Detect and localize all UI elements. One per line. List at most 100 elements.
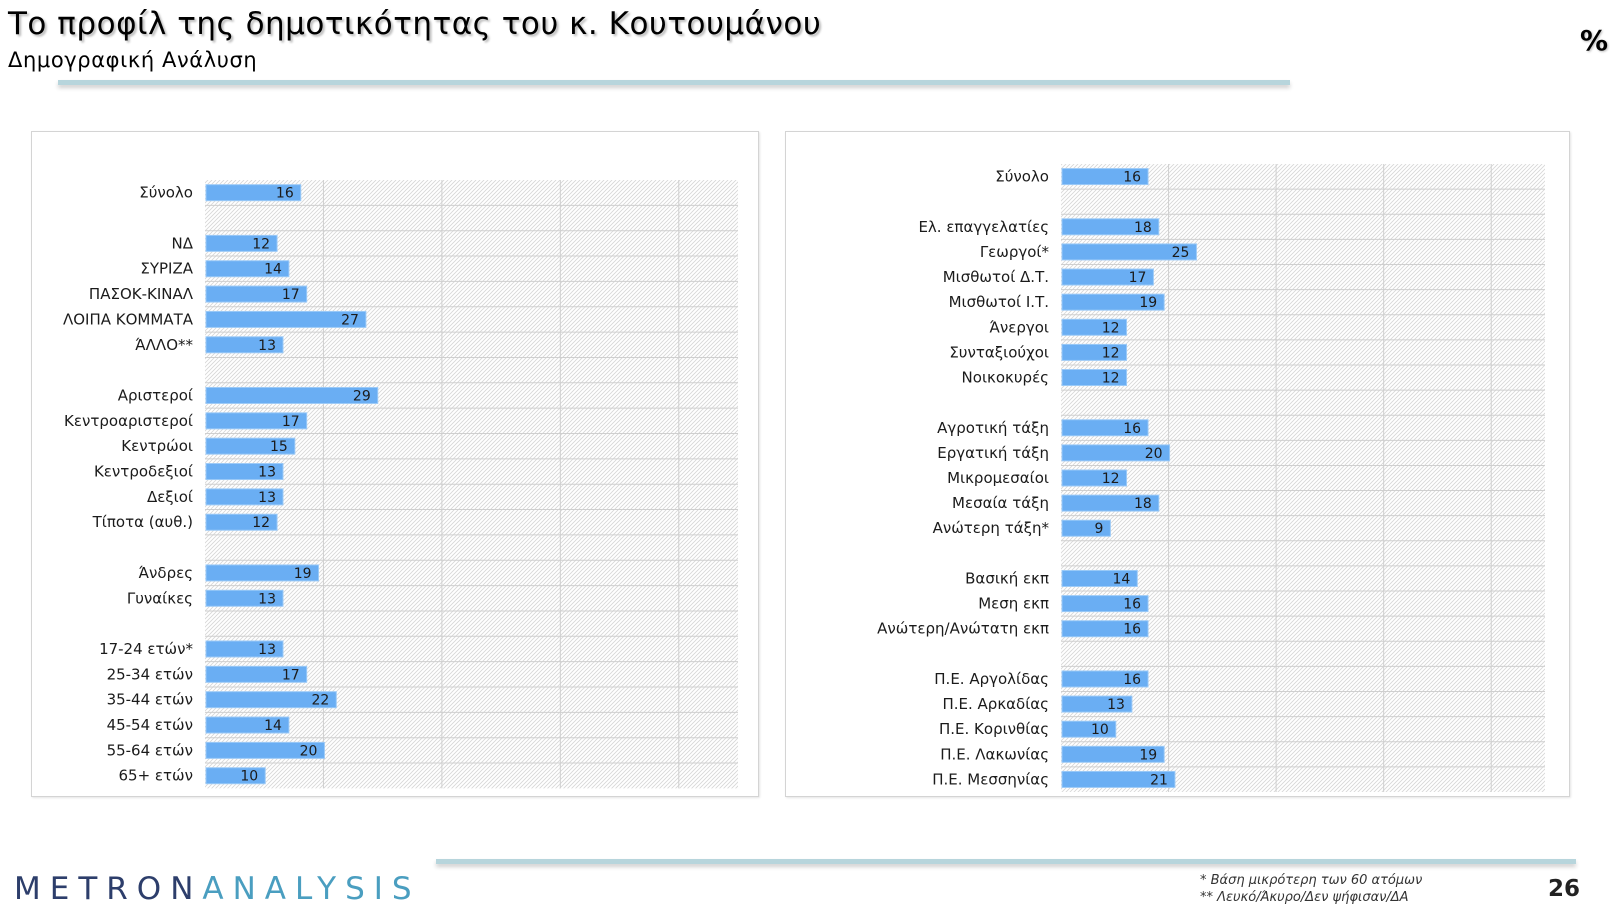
left-value-label: 27 (341, 312, 359, 328)
right-bar (1061, 243, 1197, 261)
right-value-label: 10 (1091, 722, 1109, 738)
right-value-label: 16 (1123, 672, 1141, 688)
left-category-label: Άνδρες (139, 564, 193, 582)
left-bar (205, 285, 308, 303)
left-value-label: 13 (258, 591, 276, 607)
left-bar (205, 665, 308, 683)
left-category-label: Κεντροαριστεροί (64, 412, 193, 430)
right-value-label: 16 (1123, 421, 1141, 437)
left-bar (205, 437, 296, 455)
left-bar (205, 589, 284, 607)
page-title: Το προφίλ της δημοτικότητας του κ. Κουτο… (8, 6, 822, 42)
footnote-blank-invalid: ** Λευκό/Άκυρο/Δεν ψήφισαν/ΔΑ (1200, 890, 1409, 905)
right-category-label: Μεση εκπ (978, 595, 1049, 613)
left-category-label: Κεντροδεξιοί (94, 463, 193, 481)
left-value-label: 22 (311, 693, 329, 709)
right-bar (1061, 369, 1128, 387)
right-category-label: Γεωργοί* (980, 243, 1050, 261)
right-value-label: 25 (1172, 245, 1190, 261)
right-category-label: Μισθωτοί Δ.Τ. (943, 268, 1049, 286)
right-category-label: Αγροτική τάξη (937, 419, 1049, 437)
right-value-label: 19 (1139, 295, 1157, 311)
right-category-label: Π.Ε. Μεσσηνίας (932, 770, 1049, 788)
right-value-label: 14 (1112, 571, 1130, 587)
chart-panel-right: Σύνολο 16 Ελ. επαγγελατίες 18 Γεωργοί* 25 Μισθ… (785, 131, 1570, 797)
left-category-label: 25-34 ετών (107, 665, 193, 683)
left-category-label: 65+ ετών (118, 767, 193, 785)
left-bar (205, 310, 367, 328)
right-bar (1061, 318, 1128, 336)
footer-divider (436, 859, 1576, 864)
left-bar (205, 513, 278, 531)
right-bar (1061, 670, 1149, 688)
left-bar (205, 767, 266, 785)
right-bar (1061, 494, 1160, 512)
left-bar (205, 386, 379, 404)
left-value-label: 29 (353, 388, 371, 404)
footnotes: * Βάση μικρότερη των 60 ατόμων ** Λευκό/… (1200, 872, 1422, 906)
right-value-label: 12 (1102, 345, 1120, 361)
right-bar (1061, 419, 1149, 437)
right-bar (1061, 569, 1138, 587)
right-bar (1061, 595, 1149, 613)
right-bar (1061, 293, 1165, 311)
left-bar (205, 260, 290, 278)
right-category-label: Ανώτερη τάξη* (933, 519, 1050, 537)
right-bar (1061, 770, 1176, 788)
right-value-label: 16 (1123, 170, 1141, 186)
left-category-label: Κεντρώοι (121, 437, 193, 455)
right-category-label: Νοικοκυρές (962, 369, 1049, 387)
left-category-label: Δεξιοί (147, 488, 193, 506)
right-category-label: Π.Ε. Αρκαδίας (942, 695, 1049, 713)
right-bar (1061, 168, 1149, 186)
left-bar (205, 691, 337, 709)
right-value-label: 18 (1134, 220, 1152, 236)
left-category-label: ΝΔ (172, 234, 194, 252)
right-value-label: 21 (1150, 772, 1168, 788)
left-value-label: 17 (282, 287, 300, 303)
left-category-label: Τίποτα (αυθ.) (92, 513, 193, 531)
right-value-label: 20 (1145, 446, 1163, 462)
left-value-label: 14 (264, 718, 282, 734)
left-category-label: ΆΛΛΟ** (135, 336, 193, 354)
left-value-label: 13 (258, 490, 276, 506)
right-category-label: Εργατική τάξη (937, 444, 1049, 462)
right-category-label: Μισθωτοί Ι.Τ. (949, 293, 1049, 311)
left-value-label: 12 (252, 515, 270, 531)
bar-chart-left: Σύνολο 16 ΝΔ 12 ΣΥΡΙΖΑ 14 ΠΑΣΟΚ-ΚΙΝΑΛ 17 ΛΟΙΠΑ Κ… (63, 180, 738, 789)
left-value-label: 14 (264, 262, 282, 278)
right-value-label: 16 (1123, 622, 1141, 638)
left-category-label: 17-24 ετών* (99, 640, 193, 658)
left-value-label: 12 (252, 236, 270, 252)
right-category-label: Βασική εκπ (965, 569, 1049, 587)
page-subtitle: Δημογραφική Ανάλυση (8, 48, 258, 72)
left-bar (205, 640, 284, 658)
left-bar (205, 184, 302, 202)
left-value-label: 17 (282, 414, 300, 430)
left-category-label: Αριστεροί (118, 386, 193, 404)
right-category-label: Π.Ε. Αργολίδας (934, 670, 1049, 688)
left-bar (205, 741, 325, 759)
percent-unit-symbol: % (1580, 24, 1609, 57)
right-category-label: Π.Ε. Λακωνίας (940, 745, 1049, 763)
right-category-label: Σύνολο (995, 168, 1049, 186)
left-value-label: 19 (294, 566, 312, 582)
right-category-label: Μικρομεσαίοι (947, 469, 1049, 487)
left-value-label: 13 (258, 465, 276, 481)
chart-panel-left: Σύνολο 16 ΝΔ 12 ΣΥΡΙΖΑ 14 ΠΑΣΟΚ-ΚΙΝΑΛ 17 ΛΟΙΠΑ Κ… (31, 131, 759, 797)
left-value-label: 16 (276, 186, 294, 202)
left-value-label: 17 (282, 667, 300, 683)
right-bar (1061, 444, 1171, 462)
left-category-label: 35-44 ετών (107, 691, 193, 709)
left-category-label: ΣΥΡΙΖΑ (140, 260, 193, 278)
left-value-label: 10 (240, 769, 258, 785)
left-bar (205, 564, 320, 582)
right-bar (1061, 218, 1160, 236)
right-value-label: 13 (1107, 697, 1125, 713)
left-value-label: 15 (270, 439, 288, 455)
left-category-label: ΛΟΙΠΑ ΚΟΜΜΑΤΑ (63, 310, 194, 328)
logo-text-metron: METRON (14, 871, 203, 907)
right-category-label: Π.Ε. Κορινθίας (939, 720, 1049, 738)
right-bar (1061, 720, 1117, 738)
left-bar (205, 488, 284, 506)
